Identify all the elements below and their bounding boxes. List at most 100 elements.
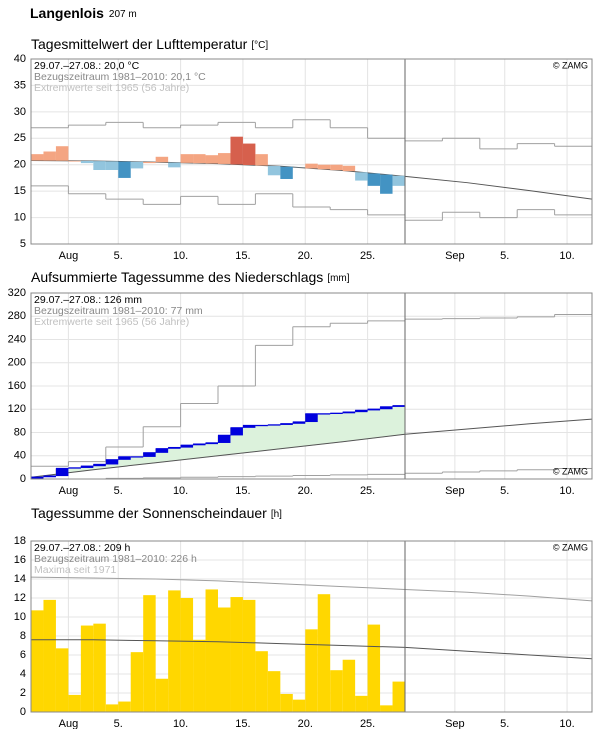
sunshine-bar [168,590,181,712]
temperature-bar [93,161,106,170]
plot-frame [30,292,593,480]
title-unit: [h] [271,509,282,520]
temperature-bar [68,160,81,162]
temperature-bar [280,166,293,179]
temperature-bar [230,136,243,165]
y-tick-label: 12 [14,592,26,604]
elevation: 207 m [109,9,137,20]
chart: Tagesmittelwert der Lufttemperatur [°C] 5 1… [14,36,593,262]
title-unit: [mm] [327,273,349,284]
copyright: © ZAMG [553,60,588,70]
temperature-bar [31,154,44,161]
note: 29.07.–27.08.: 209 h [34,542,130,554]
y-tick-label: 35 [14,79,26,91]
sunshine-bar [392,681,405,712]
precip-box [242,425,256,428]
mean-line [31,418,592,478]
y-tick-label: 6 [20,649,26,661]
y-tick-label: 2 [20,687,26,699]
sunshine-bar [255,651,268,712]
temperature-bar [305,163,318,169]
title-text: Tagessumme der Sonnenscheindauer [31,505,267,521]
mean-line [31,639,592,660]
maxima-line [31,576,592,602]
y-tick-label: 320 [8,287,26,299]
temperature-bar [267,166,281,176]
temperature-bar [130,161,144,169]
sunshine-bar [205,589,218,712]
x-tick-label: 15. [235,250,250,262]
x-tick-label: 15. [235,718,250,729]
temperature-bar [242,143,256,165]
temperature-bar [118,161,131,178]
temperature-bar [380,174,393,194]
sunshine-bar [280,693,293,712]
sunshine-bar [292,699,306,712]
note: Bezugszeitraum 1981–2010: 20,1 °C [34,71,206,83]
x-tick-label: 10. [559,250,574,262]
temperature-bar [255,154,268,166]
plot [31,119,592,221]
x-tick-label: 5. [114,250,123,262]
precip-box [230,427,243,436]
x-tick-label: 5. [114,718,123,729]
plot-frame [30,540,593,713]
x-tick-label: 15. [235,485,250,497]
y-tick-label: 240 [8,333,26,345]
sunshine-bar [105,704,119,712]
x-tick-label: 5. [500,485,509,497]
y-tick-label: 25 [14,132,26,144]
y-tick-label: 280 [8,310,26,322]
x-tick-label: 10. [559,718,574,729]
sunshine-bar [380,705,393,712]
temperature-bar [180,154,194,163]
y-tick-label: 30 [14,106,26,118]
temperature-bar [43,151,56,161]
sunshine-bar [180,598,194,712]
chart: Aufsummierte Tagessumme des Niederschlag… [8,269,593,497]
sunshine-bar [317,594,331,712]
note: Bezugszeitraum 1981–2010: 226 h [34,553,197,565]
sunshine-bar [355,695,368,712]
x-tick-label: Aug [59,718,79,729]
temperature-bar [392,175,405,186]
y-tick-label: 20 [14,159,26,171]
y-tick-label: 40 [14,450,26,462]
note: 29.07.–27.08.: 20,0 °C [34,60,140,72]
precip-box [380,406,393,410]
x-tick-label: 10. [173,718,188,729]
y-tick-label: 80 [14,426,26,438]
y-tick-label: 14 [14,573,26,585]
sunshine-bar [31,610,44,712]
temperature-bar [80,160,94,164]
temperature-bar [205,155,218,164]
y-tick-label: 15 [14,185,26,197]
note: Maxima seit 1971 [34,564,116,576]
sunshine-bar [342,659,356,712]
precip-box [105,459,119,465]
x-tick-label: Aug [59,250,79,262]
y-tick-label: 0 [20,473,26,485]
temperature-bar [342,165,356,172]
precip-box [155,448,169,453]
x-tick-label: 25. [360,485,375,497]
precip-box [118,456,131,460]
x-tick-label: 10. [559,485,574,497]
sunshine-bar [118,701,131,712]
plot [31,576,592,712]
x-tick-label: 20. [298,718,313,729]
precip-box [305,413,318,423]
copyright: © ZAMG [553,466,588,476]
y-tick-label: 8 [20,630,26,642]
y-tick-label: 200 [8,357,26,369]
sunshine-bar [93,623,106,712]
x-tick-label: 10. [173,250,188,262]
sunshine-bar [68,694,81,712]
precip-box [292,422,306,424]
sunshine-bar [80,625,94,712]
chart: Tagessumme der Sonnenscheindauer [h] 0 2 4 6 8… [14,505,593,729]
precip-box [180,445,194,448]
plot [31,314,592,479]
temperature-bar [218,153,231,164]
